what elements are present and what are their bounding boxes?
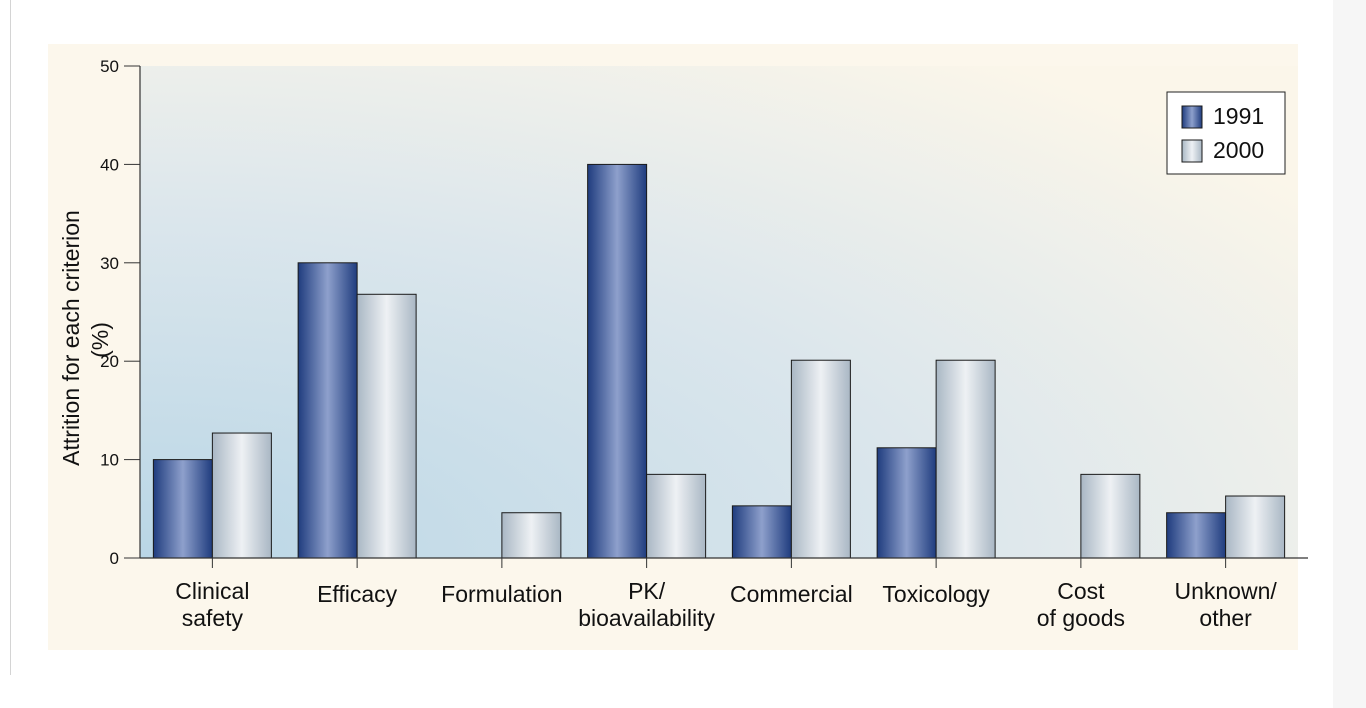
x-tick-label: Cost of goods xyxy=(1037,578,1125,631)
bar-2000-2 xyxy=(501,512,562,559)
bar-2000-3 xyxy=(646,473,707,559)
bar-2000-6 xyxy=(1080,473,1141,559)
x-tick-label: Unknown/other xyxy=(1174,578,1277,631)
y-tick-label: 50 xyxy=(100,57,119,76)
bar-2000-4 xyxy=(790,359,851,559)
x-tick-label: PK/bioavailability xyxy=(578,578,715,631)
bar-1991-3 xyxy=(587,163,648,559)
legend-swatch-2000 xyxy=(1181,139,1203,163)
legend-label-1991: 1991 xyxy=(1213,103,1264,129)
y-tick-label: 40 xyxy=(100,155,119,174)
bar-1991-7 xyxy=(1166,512,1227,559)
bar-1991-4 xyxy=(731,505,792,559)
bar-1991-0 xyxy=(152,459,213,559)
legend-swatch-1991 xyxy=(1181,105,1203,129)
bar-2000-1 xyxy=(356,293,417,559)
x-tick-label: Formulation xyxy=(441,581,562,607)
y-axis-label: Attrition for each criterion (%) xyxy=(58,210,113,466)
y-tick-label: 0 xyxy=(110,549,119,568)
bar-2000-5 xyxy=(935,359,996,559)
y-tick-label: 20 xyxy=(100,352,119,371)
bar-2000-0 xyxy=(211,432,272,559)
scrollbar-gutter[interactable] xyxy=(1333,0,1366,708)
bar-1991-1 xyxy=(297,262,358,559)
x-tick-label: Toxicology xyxy=(882,581,990,607)
x-tick-label: Commercial xyxy=(730,581,853,607)
x-tick-label: Efficacy xyxy=(317,581,398,607)
legend-label-2000: 2000 xyxy=(1213,137,1264,163)
y-tick-label: 10 xyxy=(100,451,119,470)
bar-2000-7 xyxy=(1225,495,1286,559)
bar-1991-5 xyxy=(876,447,937,559)
x-tick-label: Clinical safety xyxy=(175,578,249,631)
y-tick-label: 30 xyxy=(100,254,119,273)
